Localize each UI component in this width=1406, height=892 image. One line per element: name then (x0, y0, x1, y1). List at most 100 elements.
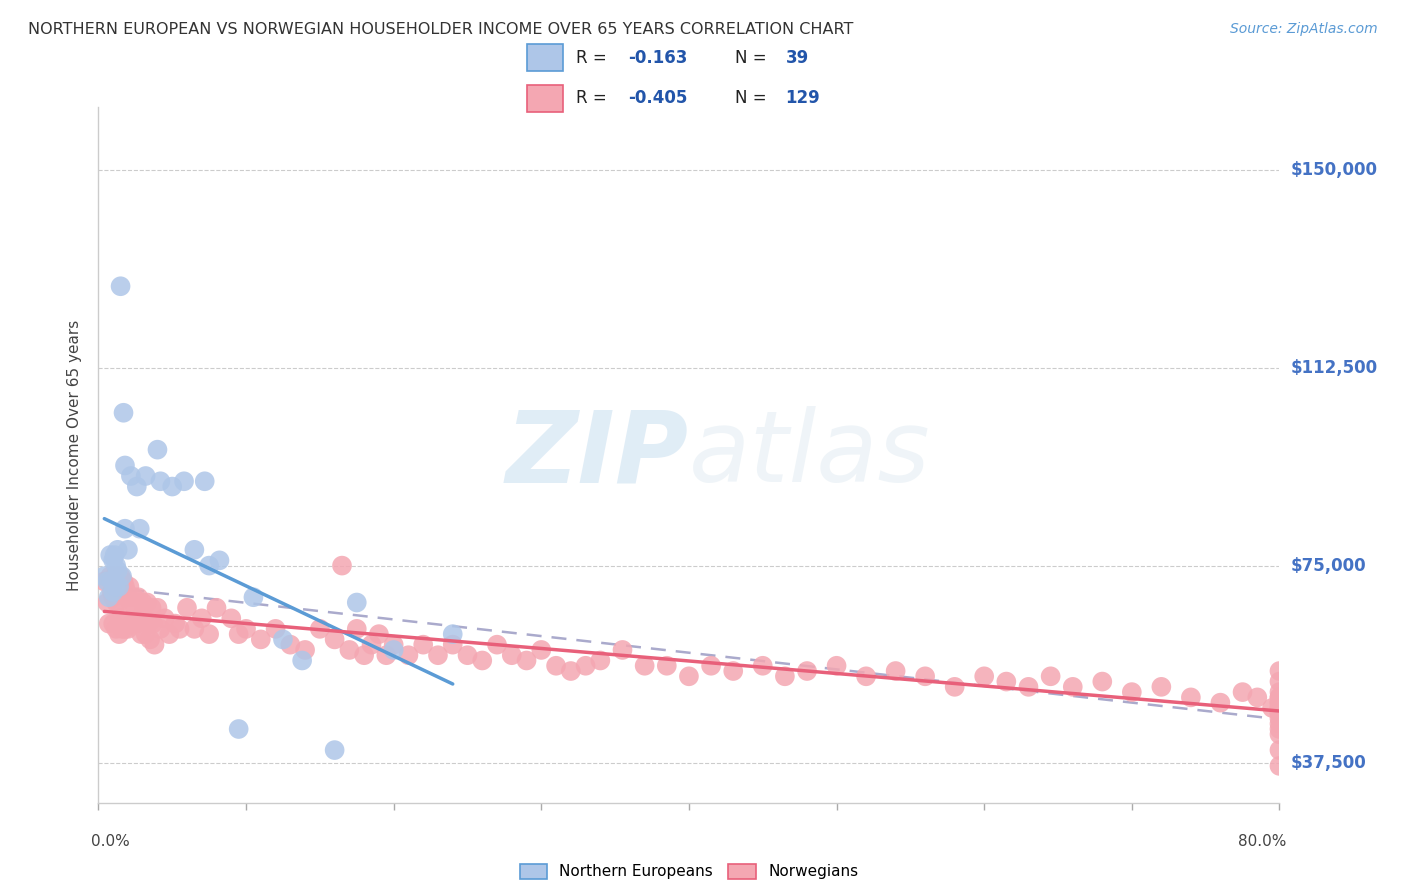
Text: R =: R = (576, 89, 606, 107)
Point (1268, 706, 1291, 721)
Point (118, 580, 141, 594)
Point (93, 574, 115, 589)
Point (515, 653, 537, 667)
Point (633, 658, 655, 673)
Point (120, 595, 142, 609)
Point (114, 622, 136, 636)
Point (107, 564, 129, 578)
Point (1246, 690, 1268, 705)
Point (117, 622, 139, 636)
Point (1268, 743, 1291, 757)
Bar (527, 85, 564, 112)
Point (368, 627, 391, 641)
Point (108, 580, 131, 594)
Point (1268, 664, 1291, 678)
Point (132, 595, 155, 609)
Point (1268, 716, 1291, 731)
Point (309, 622, 332, 636)
Point (208, 553, 231, 567)
Point (242, 591, 264, 605)
Point (97, 591, 120, 605)
Point (396, 648, 419, 663)
Point (117, 591, 139, 605)
Point (112, 406, 135, 420)
Point (219, 611, 242, 625)
Point (501, 648, 523, 663)
Point (183, 622, 205, 636)
Point (105, 595, 128, 609)
Point (105, 580, 128, 594)
Point (198, 558, 221, 573)
Point (120, 469, 142, 483)
Text: 129: 129 (786, 89, 820, 107)
Point (530, 643, 553, 657)
Text: $150,000: $150,000 (1291, 161, 1378, 179)
Point (149, 622, 172, 636)
Point (105, 558, 128, 573)
Point (427, 648, 450, 663)
Point (228, 627, 250, 641)
Point (183, 542, 205, 557)
Point (1209, 696, 1232, 710)
Text: 39: 39 (786, 49, 808, 67)
Point (136, 595, 159, 609)
Point (678, 669, 700, 683)
Point (104, 569, 127, 583)
Point (412, 638, 434, 652)
Point (103, 585, 125, 599)
Point (103, 616, 125, 631)
Point (198, 627, 221, 641)
Point (173, 475, 195, 489)
Point (884, 664, 907, 678)
Point (114, 580, 136, 594)
Point (100, 574, 122, 589)
Point (128, 522, 150, 536)
Point (134, 611, 156, 625)
Text: NORTHERN EUROPEAN VS NORWEGIAN HOUSEHOLDER INCOME OVER 65 YEARS CORRELATION CHAR: NORTHERN EUROPEAN VS NORWEGIAN HOUSEHOLD… (28, 22, 853, 37)
Text: $37,500: $37,500 (1291, 755, 1367, 772)
Point (127, 591, 149, 605)
Point (205, 600, 228, 615)
Point (612, 643, 634, 657)
Point (143, 638, 166, 652)
Point (169, 622, 191, 636)
Point (456, 648, 478, 663)
Point (346, 595, 368, 609)
Point (441, 638, 464, 652)
Point (574, 658, 596, 673)
Point (471, 653, 494, 667)
Point (124, 600, 146, 615)
Text: N =: N = (735, 49, 766, 67)
Point (114, 458, 136, 473)
Point (773, 669, 796, 683)
Point (121, 616, 143, 631)
Point (142, 616, 165, 631)
Point (97, 616, 120, 631)
Point (112, 574, 135, 589)
Point (346, 622, 368, 636)
Text: $112,500: $112,500 (1291, 359, 1378, 377)
Point (323, 632, 346, 647)
Point (107, 574, 129, 589)
Point (115, 585, 138, 599)
Point (105, 622, 128, 636)
Point (1268, 759, 1291, 773)
Text: ZIP: ZIP (506, 407, 689, 503)
Point (125, 479, 148, 493)
Text: Source: ZipAtlas.com: Source: ZipAtlas.com (1230, 22, 1378, 37)
Point (111, 569, 134, 583)
Point (560, 664, 582, 678)
Point (655, 658, 678, 673)
Point (107, 542, 129, 557)
Point (1268, 722, 1291, 736)
Point (93, 569, 115, 583)
Point (114, 522, 136, 536)
Point (235, 622, 257, 636)
Text: R =: R = (576, 49, 606, 67)
Point (111, 580, 134, 594)
Point (337, 643, 360, 657)
Point (1268, 711, 1291, 725)
Point (176, 600, 198, 615)
Point (330, 558, 353, 573)
Point (544, 658, 567, 673)
